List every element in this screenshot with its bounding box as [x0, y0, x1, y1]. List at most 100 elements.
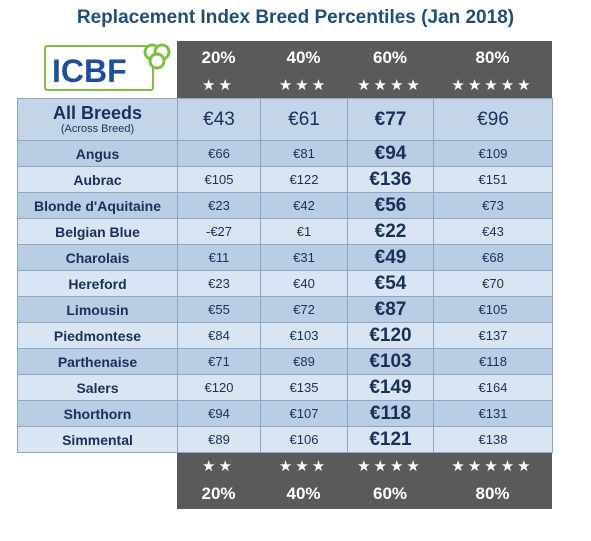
header-stars-80: ★★★★★: [451, 77, 534, 94]
breed-value-40: €42: [260, 192, 348, 219]
breed-value-20: €23: [177, 270, 261, 297]
breed-value-40: €81: [260, 140, 348, 167]
breed-value-20: €89: [177, 426, 261, 453]
breed-value-20: €23: [177, 192, 261, 219]
header-pct-20: 20%: [201, 48, 236, 67]
breed-value-80: €151: [433, 166, 553, 193]
logo-suffix: .com: [122, 70, 152, 85]
breed-name: Aubrac: [17, 166, 178, 193]
breed-value-60: €49: [347, 244, 434, 271]
footer-stars-60: ★★★★: [357, 458, 423, 475]
icbf-logo: ICBF .com: [44, 43, 171, 91]
breed-value-20: -€27: [177, 218, 261, 245]
breed-name: Belgian Blue: [17, 218, 178, 245]
breed-value-60: €121: [347, 426, 434, 453]
breed-value-20: €11: [177, 244, 261, 271]
breed-value-80: €118: [433, 348, 553, 375]
breed-row: Aubrac €105 €122 €136 €151: [17, 166, 553, 193]
breed-percentile-table: All Breeds (Across Breed) €43 €61 €77 €9…: [17, 98, 553, 453]
header-stars-20: ★★: [202, 77, 235, 94]
breed-value-60: €54: [347, 270, 434, 297]
header-pct-80: 80%: [475, 48, 510, 67]
breed-value-20: €120: [177, 374, 261, 401]
breed-value-80: €68: [433, 244, 553, 271]
footer-stars-20: ★★: [202, 458, 235, 475]
breed-row: Piedmontese €84 €103 €120 €137: [17, 322, 553, 349]
breed-value-60: €120: [347, 322, 434, 349]
breed-value-60: €103: [347, 348, 434, 375]
breed-value-20: €105: [177, 166, 261, 193]
breed-name: Charolais: [17, 244, 178, 271]
footer-stars-40: ★★★: [278, 458, 329, 475]
breed-value-60: €136: [347, 166, 434, 193]
breed-value-80: €73: [433, 192, 553, 219]
all-breeds-label: All Breeds: [52, 103, 143, 123]
breed-name: Blonde d'Aquitaine: [17, 192, 178, 219]
header-stars-60: ★★★★: [357, 77, 423, 94]
all-breeds-row: All Breeds (Across Breed) €43 €61 €77 €9…: [17, 98, 553, 141]
header-pct-60: 60%: [372, 48, 408, 67]
breed-value-40: €1: [260, 218, 348, 245]
all-breeds-value-20: €43: [177, 98, 261, 141]
shamrock-icon: [143, 43, 171, 70]
breed-row: Angus €66 €81 €94 €109: [17, 140, 553, 167]
footer-pct-40: 40%: [286, 484, 321, 503]
footer-stars-80: ★★★★★: [451, 458, 534, 475]
breed-name: Salers: [17, 374, 178, 401]
breed-row: Belgian Blue -€27 €1 €22 €43: [17, 218, 553, 245]
all-breeds-value-60: €77: [347, 98, 434, 141]
breed-value-40: €89: [260, 348, 348, 375]
breed-row: Simmental €89 €106 €121 €138: [17, 426, 553, 453]
all-breeds-value-80: €96: [433, 98, 553, 141]
breed-value-80: €109: [433, 140, 553, 167]
breed-row: Hereford €23 €40 €54 €70: [17, 270, 553, 297]
breed-value-20: €55: [177, 296, 261, 323]
breed-value-20: €66: [177, 140, 261, 167]
breed-value-40: €135: [260, 374, 348, 401]
breed-value-60: €149: [347, 374, 434, 401]
breed-value-20: €94: [177, 400, 261, 427]
breed-row: Salers €120 €135 €149 €164: [17, 374, 553, 401]
breed-name: Parthenaise: [17, 348, 178, 375]
breed-value-40: €122: [260, 166, 348, 193]
breed-name: Simmental: [17, 426, 178, 453]
breed-value-80: €137: [433, 322, 553, 349]
breed-row: Parthenaise €71 €89 €103 €118: [17, 348, 553, 375]
header-pct-40: 40%: [286, 48, 321, 67]
page-title: Replacement Index Breed Percentiles (Jan…: [76, 7, 515, 28]
breed-value-80: €105: [433, 296, 553, 323]
breed-name: Piedmontese: [17, 322, 178, 349]
breed-value-40: €106: [260, 426, 348, 453]
logo-text: ICBF: [52, 53, 127, 89]
footer-pct-80: 80%: [475, 484, 510, 503]
breed-row: Shorthorn €94 €107 €118 €131: [17, 400, 553, 427]
all-breeds-sublabel: (Across Breed): [60, 123, 135, 135]
breed-value-60: €94: [347, 140, 434, 167]
breed-value-60: €56: [347, 192, 434, 219]
breed-value-40: €103: [260, 322, 348, 349]
breed-value-60: €87: [347, 296, 434, 323]
breed-value-20: €71: [177, 348, 261, 375]
all-breeds-value-40: €61: [260, 98, 348, 141]
header-stars-40: ★★★: [278, 77, 329, 94]
breed-value-40: €107: [260, 400, 348, 427]
footer-pct-20: 20%: [201, 484, 236, 503]
breed-name: Shorthorn: [17, 400, 178, 427]
breed-value-60: €22: [347, 218, 434, 245]
breed-value-60: €118: [347, 400, 434, 427]
bottom-percentile-header: ★★ ★★★ ★★★★ ★★★★★ 20% 40% 60% 80%: [177, 453, 552, 509]
breed-row: Limousin €55 €72 €87 €105: [17, 296, 553, 323]
top-percentile-header: 20% 40% 60% 80% ★★ ★★★ ★★★★ ★★★★★: [177, 41, 552, 98]
breed-value-20: €84: [177, 322, 261, 349]
breed-row: Blonde d'Aquitaine €23 €42 €56 €73: [17, 192, 553, 219]
breed-value-40: €40: [260, 270, 348, 297]
breed-value-80: €131: [433, 400, 553, 427]
breed-value-80: €138: [433, 426, 553, 453]
breed-value-40: €31: [260, 244, 348, 271]
breed-value-80: €70: [433, 270, 553, 297]
breed-name: Limousin: [17, 296, 178, 323]
breed-row: Charolais €11 €31 €49 €68: [17, 244, 553, 271]
all-breeds-cell: All Breeds (Across Breed): [17, 98, 178, 141]
breed-value-80: €43: [433, 218, 553, 245]
breed-name: Hereford: [17, 270, 178, 297]
